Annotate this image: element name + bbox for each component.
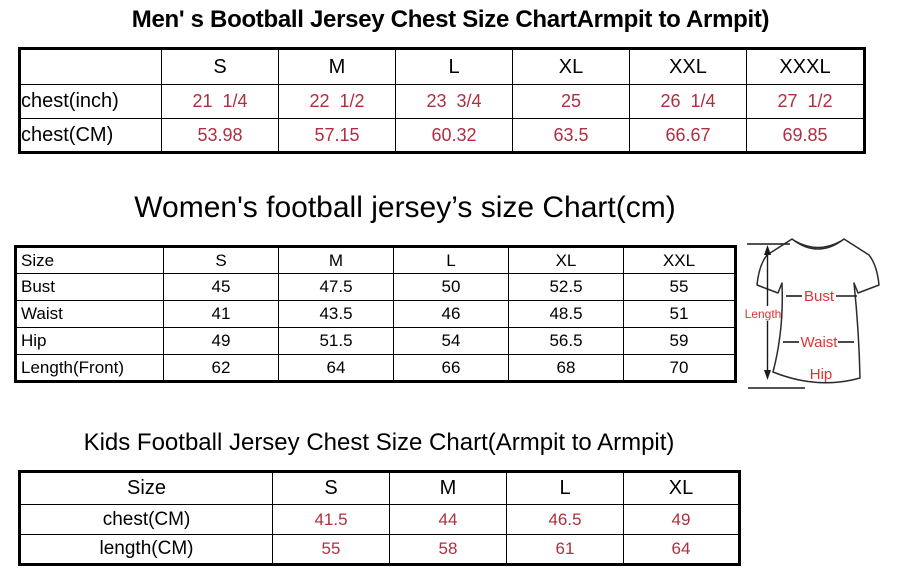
length-label: Length [745, 307, 781, 321]
row-label: Hip [15, 327, 164, 355]
women-header-size: Size [15, 246, 164, 274]
cell-value: 26 1/4 [629, 84, 747, 119]
kids-chest-row: chest(CM) 41.5 44 46.5 49 [19, 504, 740, 535]
kids-header-m: M [389, 471, 507, 505]
kids-header-l: L [506, 471, 624, 505]
men-header-blank [19, 48, 162, 85]
kids-header-xl: XL [623, 471, 740, 505]
cell-value: 66.67 [629, 118, 747, 153]
women-chart-title: Women's football jersey’s size Chart(cm) [134, 191, 676, 224]
women-header-xl: XL [508, 246, 624, 274]
cell-value: 46.5 [506, 504, 624, 535]
cell-value: 66 [393, 354, 509, 382]
men-header-s: S [161, 48, 279, 85]
men-header-m: M [278, 48, 396, 85]
cell-value: 47.5 [278, 273, 394, 301]
cell-value: 53.98 [161, 118, 279, 153]
cell-value: 57.15 [278, 118, 396, 153]
cell-value: 44 [389, 504, 507, 535]
tshirt-outline-svg: Length Bust Waist Hip [745, 238, 880, 389]
cell-value: 49 [163, 327, 279, 355]
cell-value: 58 [389, 534, 507, 565]
men-header-xl: XL [512, 48, 630, 85]
cell-value: 46 [393, 300, 509, 328]
cell-value: 43.5 [278, 300, 394, 328]
men-size-table: S M L XL XXL XXXL chest(inch) 21 1/4 22 … [18, 47, 866, 154]
women-header-row: Size S M L XL XXL [15, 246, 736, 274]
cell-value: 64 [623, 534, 740, 565]
kids-header-row: Size S M L XL [19, 471, 740, 505]
women-header-m: M [278, 246, 394, 274]
kids-chart-title: Kids Football Jersey Chest Size Chart(Ar… [83, 429, 675, 456]
row-label: length(CM) [19, 534, 273, 565]
cell-value: 68 [508, 354, 624, 382]
cell-value: 41.5 [272, 504, 390, 535]
cell-value: 70 [623, 354, 736, 382]
cell-value: 54 [393, 327, 509, 355]
row-label: chest(CM) [19, 118, 162, 153]
kids-header-s: S [272, 471, 390, 505]
cell-value: 27 1/2 [746, 84, 865, 119]
hip-label: Hip [810, 366, 833, 383]
cell-value: 55 [623, 273, 736, 301]
arrowheads [764, 245, 771, 380]
row-label: chest(inch) [19, 84, 162, 119]
kids-size-table: Size S M L XL chest(CM) 41.5 44 46.5 49 … [18, 470, 741, 566]
men-chart-title: Men' s Bootball Jersey Chest Size ChartA… [131, 6, 770, 33]
bust-label: Bust [804, 288, 835, 305]
cell-value: 52.5 [508, 273, 624, 301]
cell-value: 41 [163, 300, 279, 328]
cell-value: 63.5 [512, 118, 630, 153]
cell-value: 22 1/2 [278, 84, 396, 119]
cell-value: 51.5 [278, 327, 394, 355]
women-hip-row: Hip 49 51.5 54 56.5 59 [15, 327, 736, 355]
women-size-table: Size S M L XL XXL Bust 45 47.5 50 52.5 5… [14, 245, 737, 383]
row-label: Length(Front) [15, 354, 164, 382]
cell-value: 59 [623, 327, 736, 355]
women-header-l: L [393, 246, 509, 274]
cell-value: 64 [278, 354, 394, 382]
cell-value: 50 [393, 273, 509, 301]
men-header-xxxl: XXXL [746, 48, 865, 85]
women-header-s: S [163, 246, 279, 274]
cell-value: 62 [163, 354, 279, 382]
women-length-row: Length(Front) 62 64 66 68 70 [15, 354, 736, 382]
cell-value: 69.85 [746, 118, 865, 153]
cell-value: 61 [506, 534, 624, 565]
men-header-row: S M L XL XXL XXXL [19, 48, 865, 85]
kids-header-size: Size [19, 471, 273, 505]
cell-value: 49 [623, 504, 740, 535]
men-header-xxl: XXL [629, 48, 747, 85]
men-chest-inch-row: chest(inch) 21 1/4 22 1/2 23 3/4 25 26 1… [19, 84, 865, 119]
women-header-xxl: XXL [623, 246, 736, 274]
women-bust-row: Bust 45 47.5 50 52.5 55 [15, 273, 736, 301]
shirt-shape [756, 238, 880, 384]
cell-value: 60.32 [395, 118, 513, 153]
kids-length-row: length(CM) 55 58 61 64 [19, 534, 740, 565]
length-label-bg [746, 306, 780, 321]
waist-label: Waist [801, 334, 839, 351]
row-label: chest(CM) [19, 504, 273, 535]
row-label: Bust [15, 273, 164, 301]
cell-value: 48.5 [508, 300, 624, 328]
men-chest-cm-row: chest(CM) 53.98 57.15 60.32 63.5 66.67 6… [19, 118, 865, 153]
tshirt-diagram: Length Bust Waist Hip [745, 233, 901, 400]
cell-value: 56.5 [508, 327, 624, 355]
row-label: Waist [15, 300, 164, 328]
women-waist-row: Waist 41 43.5 46 48.5 51 [15, 300, 736, 328]
cell-value: 51 [623, 300, 736, 328]
cell-value: 45 [163, 273, 279, 301]
cell-value: 25 [512, 84, 630, 119]
cell-value: 21 1/4 [161, 84, 279, 119]
men-header-l: L [395, 48, 513, 85]
cell-value: 55 [272, 534, 390, 565]
cell-value: 23 3/4 [395, 84, 513, 119]
